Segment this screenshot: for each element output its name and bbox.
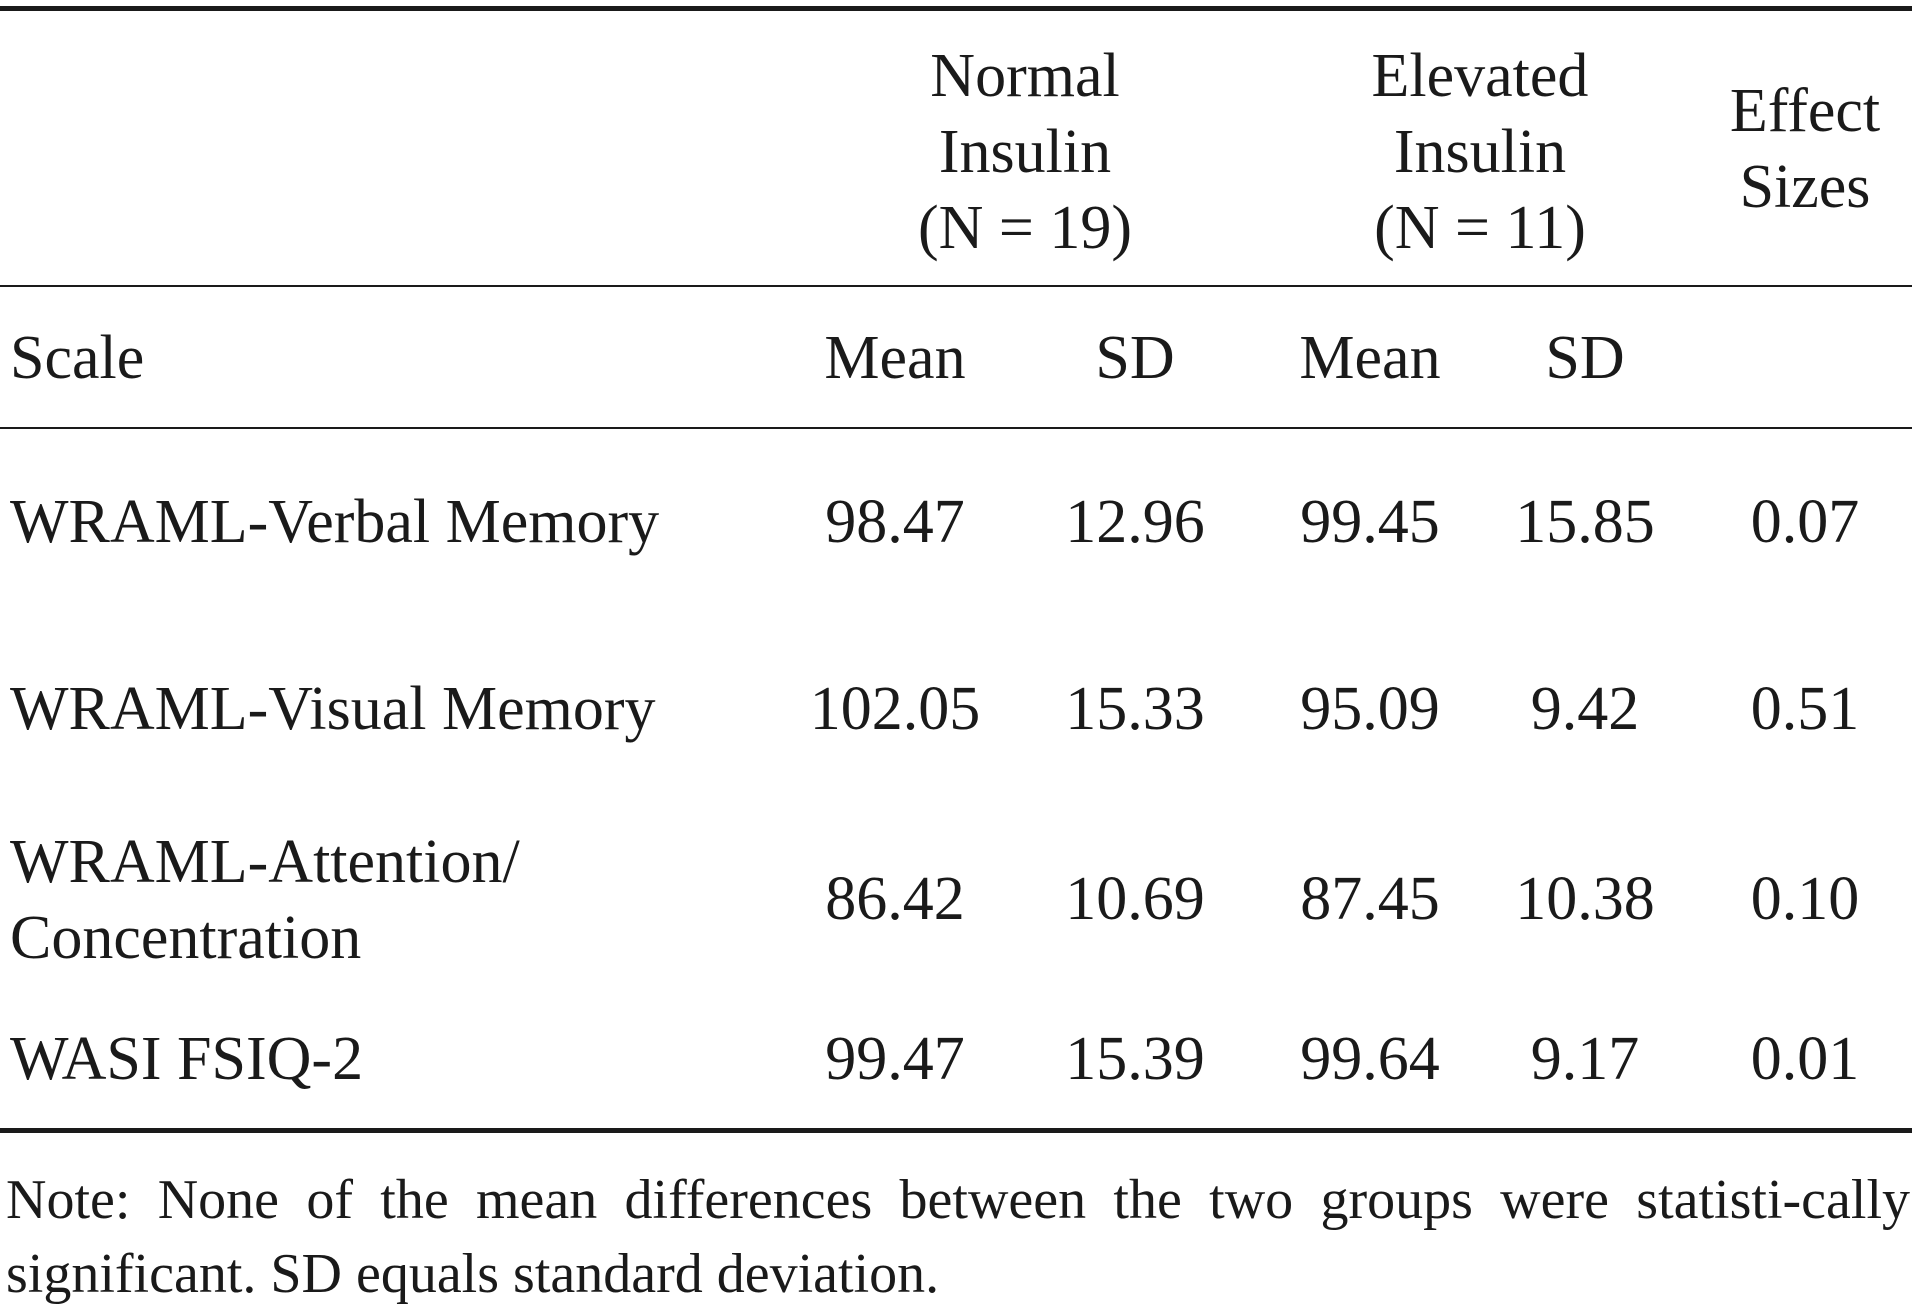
subheader-scale: Scale (10, 324, 145, 392)
row-mean-elevated: 95.09 (1300, 675, 1440, 743)
effect-header-line: Effect (1729, 77, 1881, 145)
table-note: Note: None of the mean differences betwe… (6, 1169, 1910, 1305)
group-header-line: Insulin (938, 118, 1112, 186)
subheader-mean-elevated: Mean (1299, 324, 1441, 392)
row-mean-normal: 86.42 (825, 865, 965, 933)
row-mean-elevated: 87.45 (1300, 865, 1440, 933)
subheader-sd-normal: SD (1095, 324, 1175, 392)
row-scale: WRAML-Visual Memory (10, 675, 656, 743)
row-sd-elevated: 15.85 (1515, 488, 1655, 556)
row-sd-normal: 10.69 (1065, 865, 1205, 933)
group-header-line: Insulin (1393, 118, 1567, 186)
row-mean-normal: 102.05 (809, 675, 981, 743)
group-header-line: (N = 19) (917, 194, 1133, 262)
group-header-elevated-insulin: Elevated Insulin (N = 11) (1245, 38, 1715, 266)
subheader-sd-elevated: SD (1545, 324, 1625, 392)
header-rule-2 (0, 427, 1912, 429)
row-scale-line2: Concentration (10, 904, 362, 972)
row-sd-elevated: 9.42 (1530, 675, 1640, 743)
row-sd-normal: 15.39 (1065, 1025, 1205, 1093)
row-mean-normal: 98.47 (825, 488, 965, 556)
row-sd-normal: 12.96 (1065, 488, 1205, 556)
row-scale: WRAML-Verbal Memory (10, 488, 660, 556)
row-mean-normal: 99.47 (825, 1025, 965, 1093)
row-effect-size: 0.10 (1750, 865, 1860, 933)
row-sd-normal: 15.33 (1065, 675, 1205, 743)
row-sd-elevated: 9.17 (1530, 1025, 1640, 1093)
row-effect-size: 0.51 (1750, 675, 1860, 743)
header-rule-1 (0, 285, 1912, 287)
row-effect-size: 0.01 (1750, 1025, 1860, 1093)
row-mean-elevated: 99.64 (1300, 1025, 1440, 1093)
group-header-line: Elevated (1371, 42, 1589, 110)
row-effect-size: 0.07 (1750, 488, 1860, 556)
table-top-rule (0, 6, 1912, 11)
row-scale-line1: WRAML-Attention/ (10, 828, 520, 896)
row-mean-elevated: 99.45 (1300, 488, 1440, 556)
row-sd-elevated: 10.38 (1515, 865, 1655, 933)
group-header-line: (N = 11) (1374, 194, 1586, 262)
group-header-line: Normal (930, 42, 1120, 110)
subheader-mean-normal: Mean (824, 324, 966, 392)
table-bottom-rule (0, 1128, 1912, 1133)
group-header-normal-insulin: Normal Insulin (N = 19) (790, 38, 1260, 266)
row-scale: WASI FSIQ-2 (10, 1025, 364, 1093)
effect-header-line: Sizes (1739, 153, 1871, 221)
effect-sizes-header: Effect Sizes (1690, 73, 1918, 225)
